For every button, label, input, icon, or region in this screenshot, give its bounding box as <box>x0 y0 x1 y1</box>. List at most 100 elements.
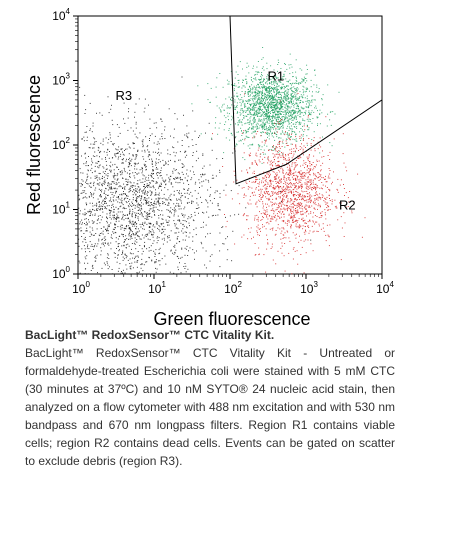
data-point <box>142 146 144 148</box>
data-point <box>295 89 297 91</box>
data-point <box>188 236 190 238</box>
data-point <box>278 206 280 208</box>
data-point <box>312 179 314 181</box>
data-point <box>252 194 254 196</box>
data-point <box>170 250 172 252</box>
data-point <box>283 133 285 135</box>
data-point <box>282 139 284 141</box>
data-point <box>109 132 111 134</box>
data-point <box>275 181 277 182</box>
data-point <box>294 150 296 152</box>
data-point <box>142 145 144 147</box>
data-point <box>265 214 267 215</box>
data-point <box>161 218 163 220</box>
data-point <box>278 85 280 87</box>
data-point <box>295 220 297 222</box>
data-point <box>293 216 295 218</box>
data-point <box>131 201 133 203</box>
data-point <box>168 181 170 183</box>
data-point <box>128 245 130 247</box>
data-point <box>276 207 278 209</box>
data-point <box>107 183 109 185</box>
data-point <box>296 91 298 93</box>
data-point <box>269 91 271 93</box>
data-point <box>292 113 294 115</box>
data-point <box>288 89 289 91</box>
data-point <box>174 244 176 246</box>
data-point <box>107 142 109 144</box>
data-point <box>165 163 167 165</box>
data-point <box>153 206 155 208</box>
data-point <box>266 120 268 122</box>
data-point <box>198 137 199 138</box>
data-point <box>130 235 132 237</box>
data-point <box>149 212 151 214</box>
data-point <box>92 229 94 231</box>
data-point <box>299 91 301 93</box>
data-point <box>258 127 260 129</box>
data-point <box>148 174 150 176</box>
data-point <box>157 199 159 201</box>
data-point <box>161 138 163 140</box>
data-point <box>188 132 190 134</box>
data-point <box>342 133 344 135</box>
data-point <box>255 131 257 132</box>
data-point <box>304 91 306 93</box>
data-point <box>258 253 260 255</box>
data-point <box>134 256 136 258</box>
data-point <box>147 186 149 188</box>
data-point <box>273 105 275 107</box>
data-point <box>301 188 302 190</box>
data-point <box>306 142 308 144</box>
data-point <box>148 179 150 181</box>
data-point <box>279 123 281 125</box>
data-point <box>259 108 261 110</box>
data-point <box>261 77 262 79</box>
data-point <box>281 124 283 126</box>
data-point <box>186 179 188 181</box>
data-point <box>278 62 280 63</box>
data-point <box>297 179 299 181</box>
data-point <box>138 204 140 206</box>
data-point <box>144 186 146 188</box>
data-point <box>278 154 280 155</box>
data-point <box>174 252 176 254</box>
data-point <box>287 85 289 87</box>
data-point <box>315 166 316 168</box>
data-point <box>132 194 134 196</box>
data-point <box>117 208 119 210</box>
data-point <box>281 166 283 168</box>
data-point <box>343 236 345 237</box>
data-point <box>261 123 263 125</box>
data-point <box>292 116 294 118</box>
data-point <box>153 205 155 207</box>
data-point <box>279 140 281 142</box>
data-point <box>309 100 310 102</box>
data-point <box>323 200 325 202</box>
data-point <box>242 101 244 103</box>
data-point <box>252 87 254 89</box>
data-point <box>283 221 285 223</box>
data-point <box>135 228 137 230</box>
data-point <box>292 212 294 214</box>
data-point <box>243 116 245 118</box>
data-point <box>287 80 289 82</box>
data-point <box>344 195 345 196</box>
data-point <box>265 133 267 134</box>
data-point <box>111 269 113 270</box>
data-point <box>124 187 125 189</box>
data-point <box>287 187 289 189</box>
data-point <box>313 155 315 157</box>
data-point <box>265 210 267 212</box>
data-point <box>118 169 120 170</box>
data-point <box>266 186 268 187</box>
data-point <box>271 209 273 211</box>
data-point <box>290 106 292 108</box>
data-point <box>308 206 310 208</box>
data-point <box>266 110 268 112</box>
data-point <box>280 122 282 124</box>
data-point <box>309 200 311 202</box>
data-point <box>135 162 136 164</box>
data-point <box>111 237 113 239</box>
data-point <box>158 187 159 189</box>
